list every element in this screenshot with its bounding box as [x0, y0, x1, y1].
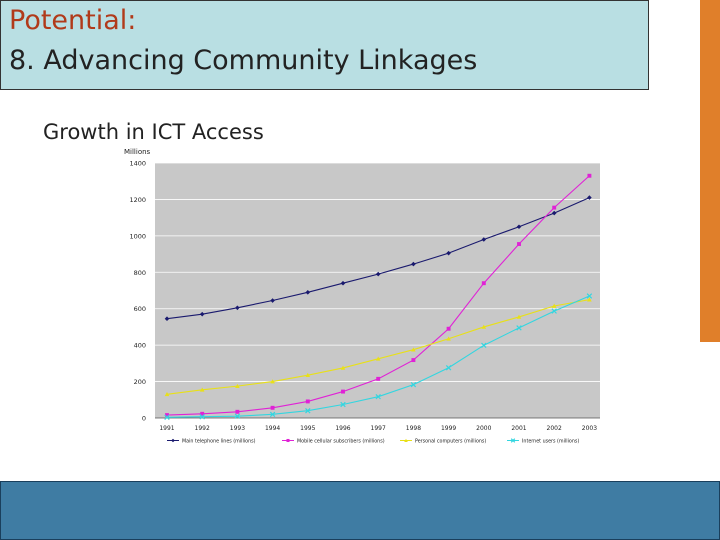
data-point-marker [270, 379, 275, 384]
y-tick-label: 1000 [129, 232, 146, 240]
data-point-marker [516, 325, 522, 331]
y-tick-label: 600 [134, 305, 146, 313]
slide-title-line2: 8. Advancing Community Linkages [9, 45, 478, 76]
data-point-marker [199, 414, 205, 420]
data-point-marker [200, 411, 205, 416]
y-tick-label: 1400 [129, 160, 146, 168]
data-point-marker [446, 326, 451, 331]
data-point-marker [552, 205, 557, 210]
x-tick-label: 1993 [230, 425, 245, 432]
data-point-marker [376, 376, 381, 381]
data-point-marker [305, 399, 310, 404]
x-tick-label: 1999 [441, 425, 456, 432]
x-tick-label: 2000 [476, 425, 491, 432]
chart-legend: Main telephone lines (millions) Mobile ce… [167, 438, 579, 445]
series-3 [164, 297, 592, 397]
data-point-marker [235, 383, 240, 388]
y-tick-label: 1200 [129, 196, 146, 204]
data-point-marker [165, 413, 169, 418]
data-point-marker [171, 438, 175, 443]
data-point-marker [340, 365, 346, 370]
data-point-marker [375, 271, 381, 277]
x-tick-label: 1994 [265, 425, 280, 432]
data-point-marker [164, 316, 170, 322]
y-tick-label: 200 [134, 378, 146, 386]
slide-title-line1: Potential: [9, 5, 137, 36]
data-point-marker [235, 305, 240, 311]
slide-subtitle: Growth in ICT Access [43, 120, 264, 144]
plot-area [155, 163, 600, 418]
data-point-marker [481, 237, 487, 242]
x-tick-label: 1991 [159, 425, 174, 432]
data-point-marker [587, 195, 592, 200]
x-tick-label: 2003 [582, 425, 597, 432]
data-point-marker [481, 342, 487, 349]
data-point-marker [517, 242, 521, 247]
series-2 [165, 173, 592, 418]
footer-bar [0, 481, 720, 540]
data-point-marker [404, 438, 408, 442]
data-point-marker [375, 393, 381, 400]
data-point-marker [551, 308, 557, 314]
x-tick-label: 1996 [335, 425, 350, 432]
x-tick-label: 2001 [511, 425, 526, 432]
data-point-marker [164, 392, 170, 397]
data-point-marker [340, 280, 346, 286]
x-tick-label: 1997 [371, 425, 386, 432]
data-point-marker [305, 407, 311, 414]
y-axis-ticks: 0 200 400 600 800 1000 1200 1400 [129, 160, 146, 423]
data-point-marker [551, 303, 557, 308]
data-point-marker [235, 409, 240, 414]
y-tick-label: 0 [142, 415, 146, 423]
data-point-marker [234, 413, 241, 419]
data-point-marker [270, 405, 275, 410]
x-tick-label: 1998 [406, 425, 421, 432]
data-point-marker [587, 297, 592, 302]
data-point-marker [269, 411, 276, 418]
legend-label: Mobile cellular subscribers (millions) [297, 439, 385, 445]
data-point-marker [410, 381, 417, 388]
x-axis-ticks: 1991 1992 1993 1994 1995 1996 1997 1998 1999 2000… [159, 425, 597, 432]
data-point-marker [510, 438, 516, 443]
data-point-marker [305, 372, 311, 378]
data-point-marker [340, 401, 346, 408]
y-tick-label: 400 [134, 342, 146, 350]
legend-label: Internet users (millions) [522, 439, 579, 445]
data-point-marker [305, 290, 311, 295]
series-lines [164, 173, 593, 420]
data-point-marker [286, 438, 290, 443]
data-point-marker [411, 347, 416, 352]
series-4 [164, 293, 593, 420]
y-axis-label: Millions [124, 148, 151, 156]
data-point-marker [445, 365, 452, 371]
legend-label: Personal computers (millions) [415, 439, 486, 445]
x-tick-label: 2002 [547, 425, 562, 432]
data-point-marker [411, 358, 416, 363]
grid-lines [155, 162, 600, 419]
data-point-marker [199, 311, 205, 317]
data-point-marker [551, 210, 557, 216]
data-point-marker [375, 356, 381, 361]
legend-label: Main telephone lines (millions) [182, 439, 256, 445]
data-point-marker [341, 389, 345, 394]
x-tick-label: 1992 [195, 425, 210, 432]
data-point-marker [164, 414, 170, 420]
data-point-marker [270, 298, 275, 303]
data-point-marker [481, 281, 486, 286]
title-box: Potential: 8. Advancing Community Linkag… [0, 0, 649, 90]
x-tick-label: 1995 [300, 425, 315, 432]
data-point-marker [481, 324, 487, 329]
y-tick-label: 800 [134, 269, 146, 277]
data-point-marker [587, 173, 592, 178]
data-point-marker [516, 314, 522, 319]
data-point-marker [446, 336, 451, 341]
data-point-marker [586, 293, 593, 299]
data-point-marker [199, 387, 205, 392]
accent-side-bar [700, 0, 720, 342]
